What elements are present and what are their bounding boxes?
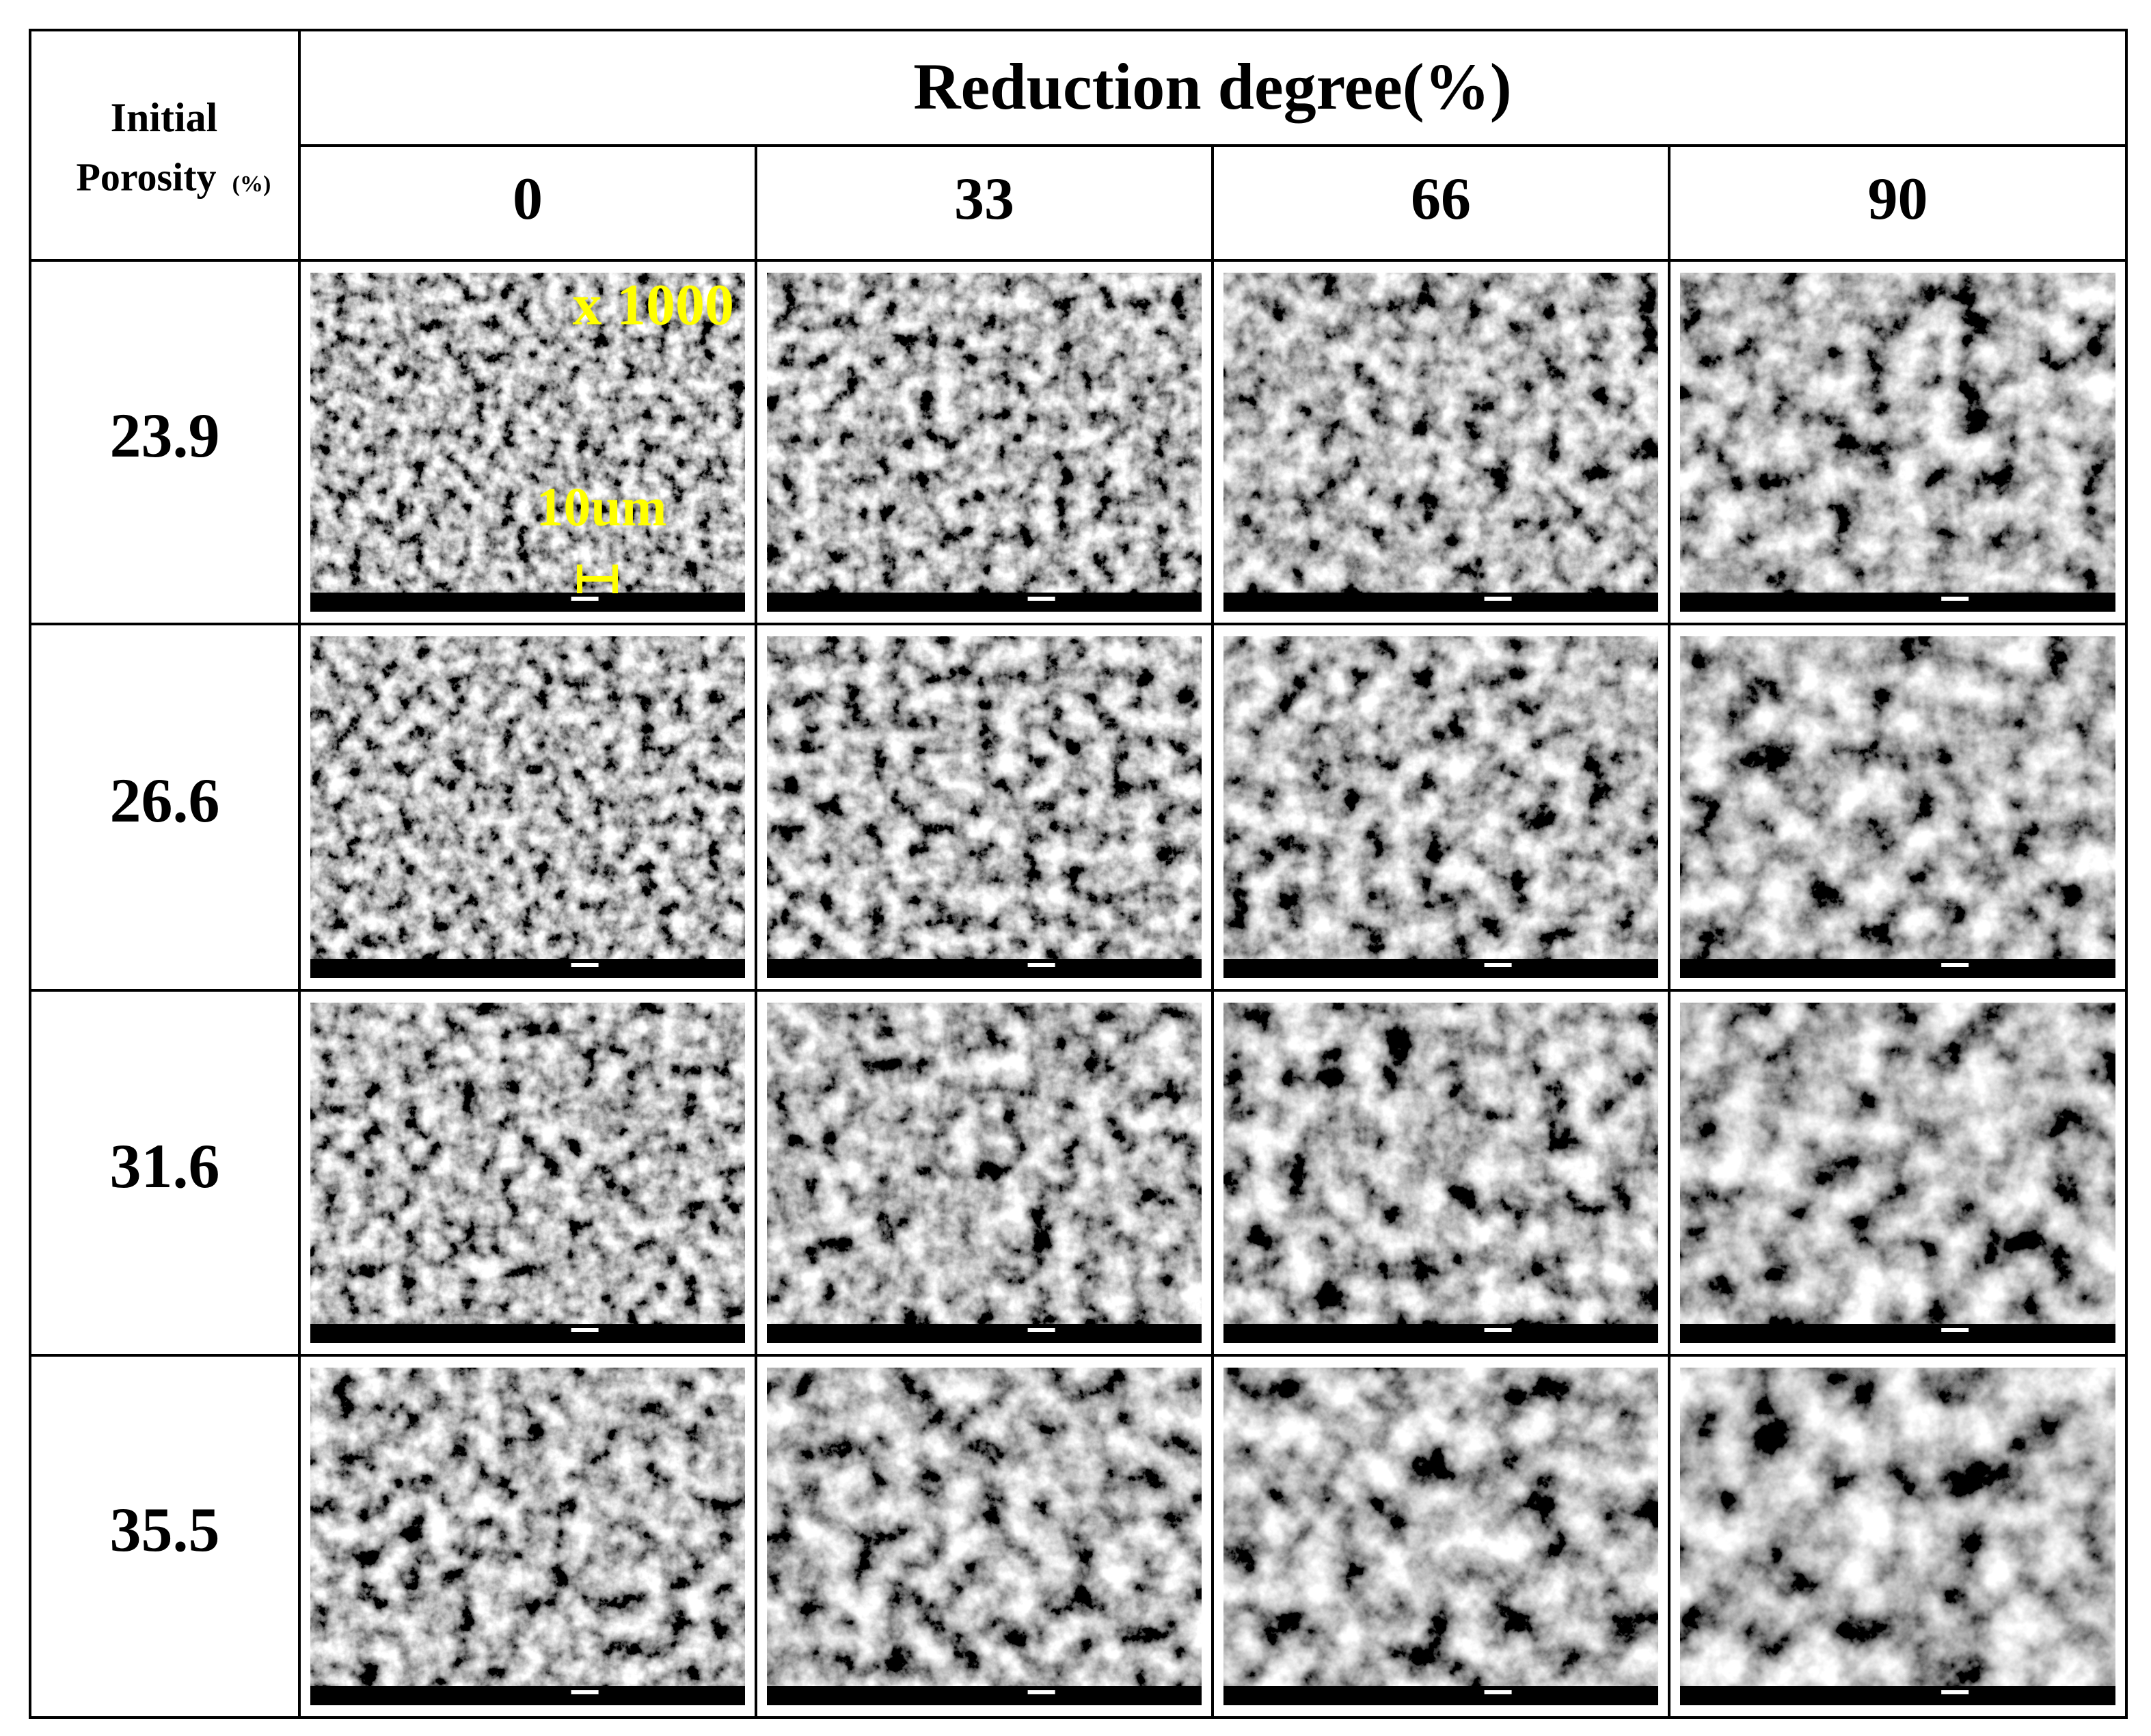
sem-micrograph <box>1680 273 2115 612</box>
sem-micrograph <box>767 636 1202 978</box>
sem-micrograph <box>310 1368 745 1705</box>
sem-scale-mark <box>1027 597 1055 601</box>
row-label: 35.5 <box>110 1495 220 1564</box>
sem-info-bar <box>1680 1324 2115 1343</box>
outer-border <box>29 29 2128 1719</box>
column-header: 33 <box>954 166 1014 232</box>
sem-scale-mark <box>571 963 599 967</box>
sem-scale-mark <box>1941 597 1969 601</box>
sem-micrograph <box>1680 1368 2115 1705</box>
sem-micrograph <box>1223 273 1658 612</box>
sem-image <box>1680 1368 2115 1705</box>
sem-image <box>310 636 745 978</box>
sem-image <box>767 636 1202 978</box>
sem-micrograph <box>767 1003 1202 1343</box>
sem-info-bar <box>1223 1324 1658 1343</box>
table-borders <box>29 29 2128 1719</box>
sem-image <box>767 273 1202 612</box>
sem-scale-mark <box>1484 1328 1512 1332</box>
row-label: 23.9 <box>110 401 220 470</box>
magnification-label: x 1000 <box>573 272 735 338</box>
sem-info-bar <box>767 593 1202 612</box>
sem-info-bar <box>310 1324 745 1343</box>
sem-scale-mark <box>1941 963 1969 967</box>
sem-scale-mark <box>1484 597 1512 601</box>
sem-scale-mark <box>571 1328 599 1332</box>
sem-micrograph <box>1680 636 2115 978</box>
sem-micrograph <box>1223 1003 1658 1343</box>
sem-image <box>310 1003 745 1343</box>
sem-image <box>1223 1368 1658 1705</box>
sem-scale-mark <box>1484 1690 1512 1694</box>
row-label: 31.6 <box>110 1131 220 1201</box>
sem-info-bar <box>310 959 745 978</box>
sem-scale-mark <box>1484 963 1512 967</box>
sem-micrograph <box>1223 636 1658 978</box>
column-header: 0 <box>513 166 543 232</box>
sem-image <box>767 1368 1202 1705</box>
sem-micrograph <box>310 1003 745 1343</box>
sem-scale-mark <box>571 597 599 601</box>
sem-info-bar <box>310 593 745 612</box>
sem-scale-mark <box>1027 1690 1055 1694</box>
sem-image <box>1223 1003 1658 1343</box>
sem-image <box>1680 273 2115 612</box>
sem-image <box>1223 273 1658 612</box>
sem-info-bar <box>1680 593 2115 612</box>
sem-image <box>1680 1003 2115 1343</box>
sem-scale-mark <box>1027 1328 1055 1332</box>
sem-micrograph <box>310 636 745 978</box>
sem-micrograph <box>310 273 745 612</box>
row-header-line2: Porosity <box>76 154 216 199</box>
sem-info-bar <box>767 959 1202 978</box>
sem-micrograph <box>1223 1368 1658 1705</box>
column-header: 90 <box>1868 166 1928 232</box>
table-title: Reduction degree(%) <box>913 50 1511 123</box>
sem-image <box>1223 636 1658 978</box>
sem-info-bar <box>1680 959 2115 978</box>
sem-scale-mark <box>1941 1690 1969 1694</box>
image-grid <box>310 273 2115 1705</box>
sem-image <box>310 273 745 612</box>
sem-info-bar <box>767 1686 1202 1705</box>
sem-image <box>767 1003 1202 1343</box>
sem-scale-mark <box>1941 1328 1969 1332</box>
row-label: 26.6 <box>110 765 220 835</box>
scale-bar <box>577 565 618 593</box>
sem-image <box>310 1368 745 1705</box>
sem-info-bar <box>767 1324 1202 1343</box>
scale-bar-label: 10um <box>536 477 666 537</box>
sem-scale-mark <box>571 1690 599 1694</box>
sem-micrograph <box>1680 1003 2115 1343</box>
column-header: 66 <box>1411 166 1471 232</box>
row-header-unit: (%) <box>232 172 271 197</box>
sem-info-bar <box>1223 1686 1658 1705</box>
row-header-line1: Initial <box>111 95 218 140</box>
sem-info-bar <box>1680 1686 2115 1705</box>
sem-micrograph <box>767 273 1202 612</box>
sem-image <box>1680 636 2115 978</box>
sem-info-bar <box>1223 959 1658 978</box>
sem-info-bar <box>1223 593 1658 612</box>
sem-micrograph <box>767 1368 1202 1705</box>
sem-info-bar <box>310 1686 745 1705</box>
sem-scale-mark <box>1027 963 1055 967</box>
